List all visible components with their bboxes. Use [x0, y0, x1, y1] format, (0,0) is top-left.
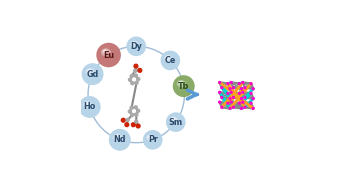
- Circle shape: [227, 92, 229, 94]
- Ellipse shape: [179, 82, 182, 84]
- Ellipse shape: [115, 135, 118, 138]
- Circle shape: [238, 92, 240, 94]
- Circle shape: [241, 88, 243, 90]
- Circle shape: [221, 87, 223, 89]
- Circle shape: [229, 107, 231, 109]
- Circle shape: [227, 83, 229, 84]
- Circle shape: [96, 43, 121, 67]
- Circle shape: [252, 107, 254, 109]
- Circle shape: [232, 106, 234, 108]
- Ellipse shape: [102, 49, 110, 56]
- Circle shape: [161, 51, 180, 70]
- Circle shape: [130, 106, 133, 109]
- Circle shape: [221, 97, 223, 98]
- Circle shape: [230, 101, 232, 103]
- Circle shape: [128, 110, 131, 113]
- Circle shape: [238, 83, 240, 84]
- Circle shape: [221, 106, 223, 108]
- Circle shape: [227, 102, 229, 104]
- Circle shape: [132, 123, 135, 127]
- Circle shape: [128, 78, 132, 81]
- Circle shape: [135, 113, 138, 116]
- Circle shape: [244, 97, 246, 98]
- Circle shape: [219, 82, 220, 84]
- Circle shape: [250, 102, 252, 104]
- Circle shape: [252, 98, 254, 100]
- Circle shape: [136, 109, 140, 112]
- Ellipse shape: [148, 136, 152, 138]
- Circle shape: [241, 107, 243, 109]
- Circle shape: [250, 92, 252, 94]
- Ellipse shape: [88, 70, 91, 72]
- Ellipse shape: [86, 69, 94, 75]
- Circle shape: [126, 119, 129, 122]
- Circle shape: [134, 74, 138, 77]
- Circle shape: [131, 82, 134, 85]
- Circle shape: [131, 113, 134, 116]
- Circle shape: [135, 81, 138, 84]
- Ellipse shape: [83, 101, 91, 108]
- Ellipse shape: [165, 56, 172, 61]
- Text: Sm: Sm: [169, 118, 183, 127]
- Circle shape: [134, 64, 138, 68]
- Circle shape: [134, 106, 137, 109]
- Circle shape: [242, 101, 244, 103]
- Ellipse shape: [132, 42, 135, 44]
- Circle shape: [252, 88, 254, 90]
- Circle shape: [219, 91, 220, 93]
- Circle shape: [173, 75, 195, 97]
- Circle shape: [250, 83, 252, 84]
- Circle shape: [82, 63, 104, 85]
- Text: Pr: Pr: [148, 135, 158, 144]
- Ellipse shape: [113, 134, 121, 140]
- Circle shape: [166, 112, 186, 132]
- Ellipse shape: [177, 81, 185, 87]
- Text: Ce: Ce: [164, 56, 176, 65]
- Circle shape: [121, 118, 125, 122]
- Circle shape: [238, 102, 240, 104]
- Circle shape: [130, 74, 133, 77]
- Circle shape: [229, 98, 231, 100]
- Circle shape: [136, 124, 140, 128]
- Circle shape: [230, 82, 232, 84]
- Circle shape: [126, 36, 146, 56]
- Circle shape: [137, 77, 140, 81]
- Circle shape: [229, 88, 231, 90]
- Text: Dy: Dy: [130, 42, 142, 51]
- Text: Gd: Gd: [86, 70, 99, 79]
- Circle shape: [232, 97, 234, 98]
- Circle shape: [241, 98, 243, 100]
- Text: Tb: Tb: [178, 82, 189, 91]
- Text: Eu: Eu: [103, 50, 114, 60]
- Circle shape: [109, 129, 131, 151]
- Ellipse shape: [103, 50, 107, 53]
- Circle shape: [230, 91, 232, 93]
- Circle shape: [134, 69, 136, 72]
- Circle shape: [244, 87, 246, 89]
- Text: Ho: Ho: [84, 102, 96, 112]
- Circle shape: [219, 101, 220, 103]
- Ellipse shape: [172, 118, 174, 120]
- Ellipse shape: [85, 102, 88, 105]
- Circle shape: [79, 96, 101, 118]
- Circle shape: [125, 123, 129, 127]
- Ellipse shape: [131, 41, 138, 47]
- Circle shape: [242, 91, 244, 93]
- Ellipse shape: [170, 117, 177, 123]
- Circle shape: [242, 82, 244, 84]
- Text: Nd: Nd: [113, 135, 126, 144]
- Ellipse shape: [166, 56, 169, 59]
- Ellipse shape: [147, 135, 154, 140]
- Circle shape: [138, 68, 142, 72]
- Circle shape: [143, 130, 162, 150]
- Circle shape: [232, 87, 234, 89]
- Circle shape: [135, 120, 138, 123]
- Circle shape: [244, 106, 246, 108]
